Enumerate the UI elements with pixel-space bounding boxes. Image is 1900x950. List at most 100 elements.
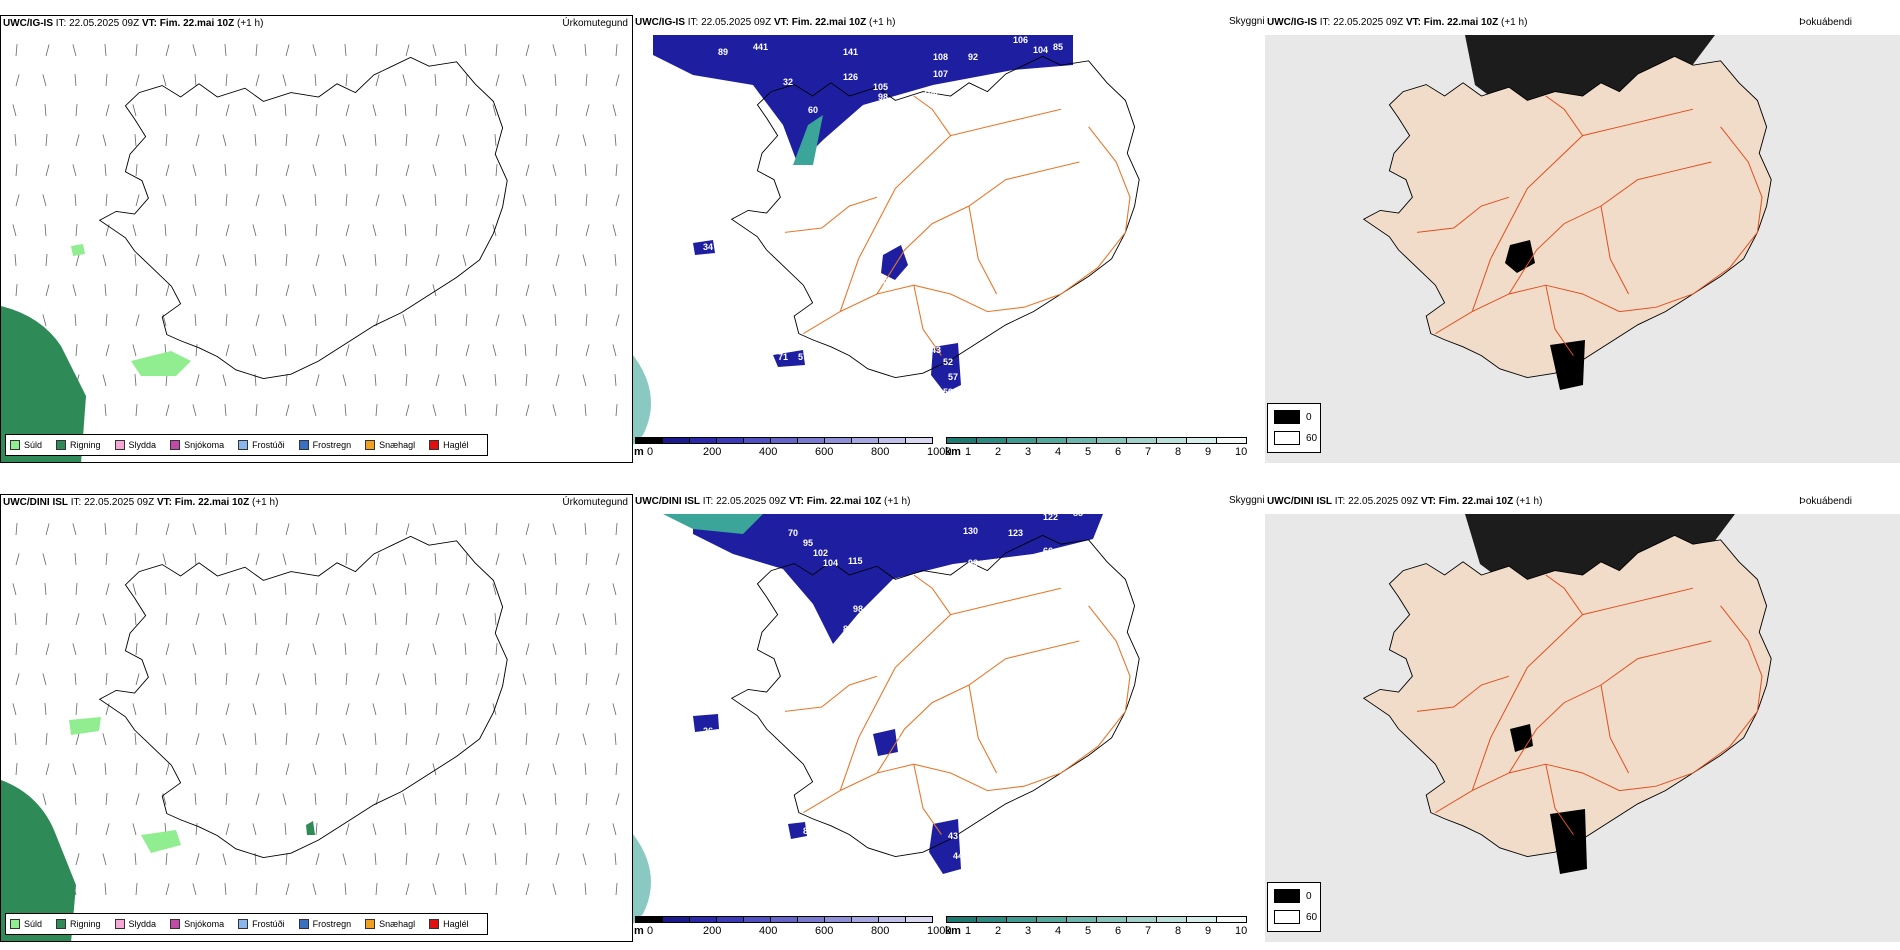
cloud-base-value: 85 — [1053, 42, 1063, 52]
panel-title: Úrkomutegund — [562, 497, 628, 508]
wind-barb — [614, 733, 617, 746]
wind-barb — [612, 224, 617, 237]
colorbar-segment — [851, 437, 879, 444]
legend-label: Rigning — [70, 440, 101, 450]
wind-barb — [42, 314, 47, 327]
wind-barb — [285, 733, 288, 746]
cloud-base-value: 115 — [848, 556, 863, 566]
wind-barb — [74, 793, 77, 806]
wind-barb — [554, 194, 557, 207]
wind-barb — [314, 314, 317, 327]
wind-barb — [404, 583, 407, 596]
wind-barb — [135, 643, 138, 656]
wind-barb — [434, 793, 437, 806]
wind-barb — [192, 523, 197, 536]
wind-barb — [225, 793, 228, 806]
wind-barb — [525, 643, 530, 656]
wind-barb — [44, 104, 47, 117]
model-name: UWC/DINI ISL — [635, 496, 700, 507]
wind-barb — [374, 374, 377, 387]
wind-barb — [285, 374, 288, 387]
init-time: 22.05.2025 09Z — [1348, 496, 1419, 507]
wind-barb — [12, 224, 17, 237]
wind-barb — [464, 284, 467, 297]
cloud-base-value: 98 — [853, 604, 863, 614]
wind-barb — [375, 763, 378, 776]
wind-barb — [75, 613, 80, 626]
colorbar-segment — [1096, 437, 1127, 444]
cloud-base-value: 104 — [1033, 45, 1048, 55]
wind-barb — [192, 284, 197, 297]
iceland-outline — [730, 534, 1140, 858]
wind-barb — [285, 44, 290, 57]
wind-barb — [224, 523, 227, 536]
wind-barb — [432, 44, 437, 57]
wind-barb — [612, 823, 617, 836]
wind-barb — [104, 284, 107, 297]
lead-time: (+1 h) — [237, 18, 264, 29]
panel-title: Úrkomutegund — [562, 18, 628, 29]
wind-barb — [584, 523, 587, 536]
wind-barb — [192, 883, 197, 896]
wind-barb — [525, 613, 528, 626]
legend-item: Snæhagl — [365, 919, 415, 929]
wind-barb — [222, 374, 227, 387]
legend-item: Slydda — [114, 440, 156, 450]
wind-barb — [615, 673, 620, 686]
wind-barb — [45, 763, 50, 776]
wind-barb — [345, 823, 350, 836]
wind-barb — [104, 164, 107, 177]
wind-barb — [75, 583, 78, 596]
colorbar-tick: 3 — [1025, 446, 1032, 458]
colorbar-segment — [946, 916, 977, 923]
wind-barb — [42, 673, 47, 686]
wind-barb — [15, 44, 18, 57]
colorbar-segment — [1066, 437, 1097, 444]
valid-time: Fim. 22.mai 10Z — [174, 497, 250, 508]
wind-barb — [345, 703, 350, 716]
cloud-base-panel: UWC/DINI ISL IT: 22.05.2025 09Z VT: Fim.… — [633, 494, 1265, 942]
wind-barb — [435, 344, 438, 357]
wind-barb — [285, 523, 290, 536]
precip-legend: Súld Rigning Slydda Snjókoma Frostúði Frostre… — [5, 913, 488, 935]
visibility-area — [633, 355, 651, 445]
cloud-base-value: 208 — [963, 504, 978, 514]
wind-barb — [375, 643, 378, 656]
wind-barb — [495, 763, 498, 776]
wind-barb — [525, 164, 530, 177]
cloud-base-value: 93 — [968, 558, 978, 568]
wind-barb — [165, 284, 170, 297]
wind-barb — [75, 703, 78, 716]
wind-barb — [312, 643, 317, 656]
wind-barb — [104, 404, 107, 417]
wind-barb — [462, 254, 467, 267]
panel-header: UWC/DINI ISL IT: 22.05.2025 09Z VT: Fim.… — [635, 496, 910, 507]
wind-barb — [554, 314, 557, 327]
drizzle-area — [71, 244, 85, 256]
wind-barb — [582, 134, 587, 147]
cloud-base-value: 87 — [843, 624, 853, 634]
fog-legend-item: 60 — [1274, 910, 1317, 924]
wind-barb — [555, 823, 558, 836]
wind-barb — [284, 224, 287, 237]
wind-barb — [342, 733, 347, 746]
colorbar-tick: 6 — [1115, 446, 1122, 458]
wind-barb — [15, 523, 18, 536]
legend-label: Snjókoma — [184, 919, 225, 929]
legend-swatch — [365, 919, 376, 929]
wind-barb — [194, 314, 197, 327]
cloud-base-value: 95 — [803, 538, 813, 548]
wind-barb — [345, 673, 348, 686]
wind-barb — [225, 314, 228, 327]
wind-barb — [312, 284, 317, 297]
wind-barb — [345, 224, 350, 237]
colorbar-segment — [1126, 916, 1157, 923]
wind-barb — [612, 703, 617, 716]
wind-barb — [252, 823, 257, 836]
wind-barb — [405, 763, 410, 776]
wind-barb — [194, 194, 197, 207]
wind-barb — [465, 224, 470, 237]
wind-barb — [615, 284, 618, 297]
wind-barb — [345, 344, 350, 357]
wind-barb — [464, 164, 467, 177]
